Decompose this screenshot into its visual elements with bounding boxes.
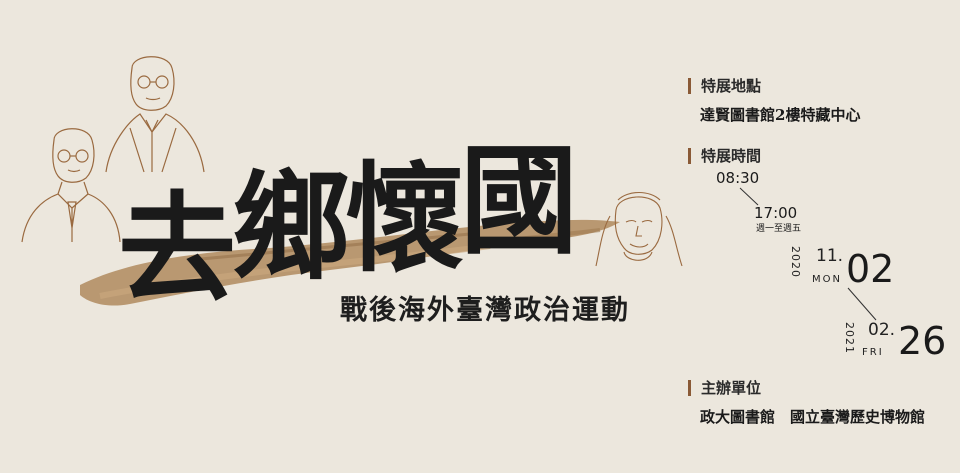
title-char: 國	[460, 131, 578, 270]
venue-value: 達賢圖書館2樓特藏中心	[700, 106, 861, 124]
start-year: 2020	[789, 246, 802, 278]
brush-stroke	[80, 219, 620, 306]
end-year: 2021	[843, 322, 856, 354]
closing-time: 17:00	[754, 204, 798, 222]
exhibition-subtitle: 戰後海外臺灣政治運動	[340, 295, 630, 326]
opening-days: 週一至週五	[756, 224, 802, 234]
venue-label: 特展地點	[688, 78, 761, 94]
title-char: 鄉	[232, 157, 350, 296]
start-weekday: MON	[812, 274, 842, 285]
end-weekday: FRI	[862, 347, 884, 358]
start-day: 02	[846, 247, 895, 291]
organizer-value: 政大圖書館 國立臺灣歷史博物館	[700, 408, 926, 426]
title-char: 懷	[346, 149, 464, 288]
portrait-sketch-center	[105, 56, 205, 173]
hours-label: 特展時間	[688, 148, 761, 164]
organizer-label: 主辦單位	[688, 380, 761, 396]
title-char: 去	[118, 179, 236, 318]
start-month: 11.	[816, 246, 844, 266]
portrait-sketch-left	[21, 128, 121, 243]
exhibition-title: 去鄉懷國	[118, 142, 578, 308]
end-day: 26	[898, 319, 947, 363]
end-month: 02.	[868, 320, 896, 340]
opening-time: 08:30	[716, 169, 760, 187]
portrait-sketch-right	[595, 191, 683, 267]
